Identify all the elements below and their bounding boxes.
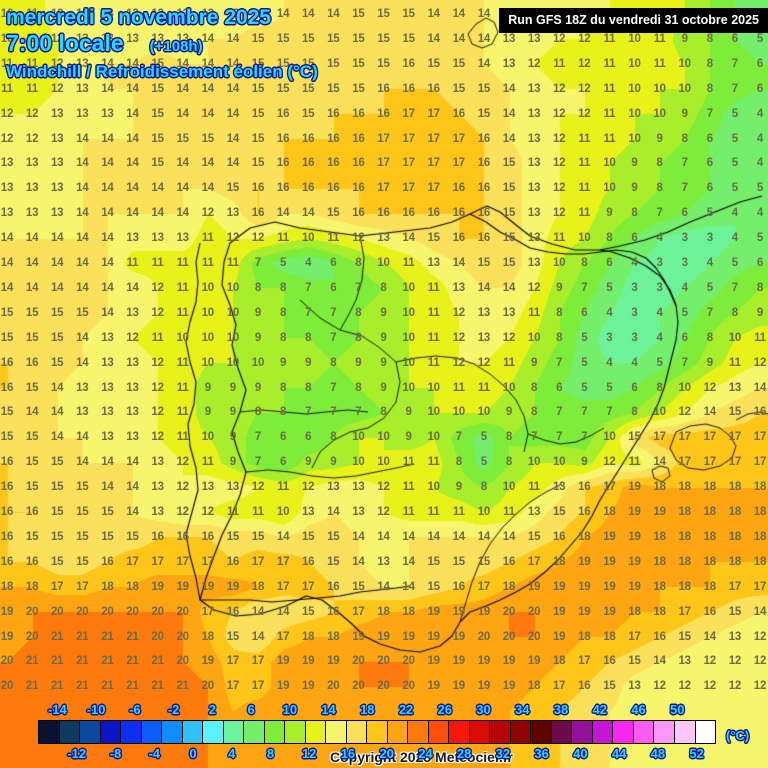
- color-swatch: [408, 721, 429, 743]
- legend-tick-top: 22: [398, 702, 414, 717]
- legend-tick-bottom: 52: [689, 746, 704, 761]
- legend-tick-top: 34: [515, 702, 530, 717]
- color-swatch: [449, 721, 470, 743]
- legend-tick-top: 2: [208, 702, 216, 717]
- color-swatch: [531, 721, 552, 743]
- color-scale-swatches[interactable]: [38, 720, 716, 744]
- color-swatch: [367, 721, 388, 743]
- color-swatch: [654, 721, 675, 743]
- color-swatch: [346, 721, 368, 743]
- color-swatch: [674, 721, 696, 743]
- legend-tick-top: -10: [86, 702, 106, 717]
- color-swatch: [633, 721, 655, 743]
- color-swatch: [285, 721, 306, 743]
- legend-tick-bottom: 40: [573, 746, 588, 761]
- legend-tick-top: -2: [167, 702, 180, 717]
- color-swatch: [141, 721, 163, 743]
- color-swatch: [490, 721, 511, 743]
- legend-tick-bottom: -8: [109, 746, 122, 761]
- legend-tick-bottom: -12: [67, 746, 87, 761]
- legend-tick-bottom: 36: [534, 746, 549, 761]
- legend-tick-top: 50: [670, 702, 685, 717]
- color-swatch: [551, 721, 573, 743]
- legend-tick-bottom: 44: [611, 746, 627, 761]
- color-swatch: [264, 721, 286, 743]
- color-swatch: [305, 721, 327, 743]
- copyright-label: Copyright 2025 Meteociel.fr: [330, 749, 513, 765]
- legend-tick-top: 10: [282, 702, 298, 717]
- legend-tick-top: 42: [592, 702, 607, 717]
- legend-tick-top: 26: [437, 702, 453, 717]
- legend-tick-top: 46: [631, 702, 646, 717]
- model-run-banner: Run GFS 18Z du vendredi 31 octobre 2025: [499, 8, 768, 33]
- color-swatch: [695, 721, 716, 743]
- color-swatch: [387, 721, 409, 743]
- legend-tick-top: -6: [129, 702, 141, 717]
- legend-tick-top: 30: [476, 702, 491, 717]
- color-swatch: [203, 721, 224, 743]
- legend-tick-bottom: 0: [189, 746, 197, 761]
- legend-tick-bottom: 48: [650, 746, 666, 761]
- legend-tick-top: 38: [553, 702, 569, 717]
- legend-tick-bottom: 12: [301, 746, 317, 761]
- color-swatch: [244, 721, 265, 743]
- legend-tick-top: 6: [247, 702, 255, 717]
- legend-tick-top: -14: [47, 702, 67, 717]
- color-scale-legend: (°C) Copyright 2025 Meteociel.fr -14 -10 -…: [0, 702, 768, 768]
- legend-unit-label: (°C): [726, 728, 750, 743]
- color-swatch: [326, 721, 347, 743]
- color-swatch: [80, 721, 101, 743]
- legend-tick-bottom: 8: [266, 746, 275, 761]
- legend-tick-bottom: 28: [456, 746, 472, 761]
- color-swatch: [100, 721, 122, 743]
- legend-tick-bottom: 24: [418, 746, 433, 761]
- legend-tick-bottom: 20: [379, 746, 394, 761]
- color-swatch: [469, 721, 491, 743]
- legend-tick-top: 14: [321, 702, 336, 717]
- legend-tick-bottom: 32: [495, 746, 511, 761]
- legend-tick-bottom: -4: [148, 746, 160, 761]
- color-swatch: [428, 721, 450, 743]
- legend-tick-top: 18: [360, 702, 375, 717]
- color-swatch: [223, 721, 245, 743]
- color-swatch: [510, 721, 532, 743]
- legend-tick-bottom: 4: [228, 746, 236, 761]
- color-swatch: [572, 721, 593, 743]
- model-run-text: Run GFS 18Z du vendredi 31 octobre 2025: [508, 13, 759, 27]
- color-swatch: [592, 721, 614, 743]
- color-swatch: [613, 721, 634, 743]
- color-swatch: [121, 721, 142, 743]
- color-swatch: [39, 721, 60, 743]
- color-swatch: [162, 721, 183, 743]
- color-swatch: [182, 721, 204, 743]
- color-swatch: [59, 721, 81, 743]
- legend-tick-bottom: 16: [340, 746, 356, 761]
